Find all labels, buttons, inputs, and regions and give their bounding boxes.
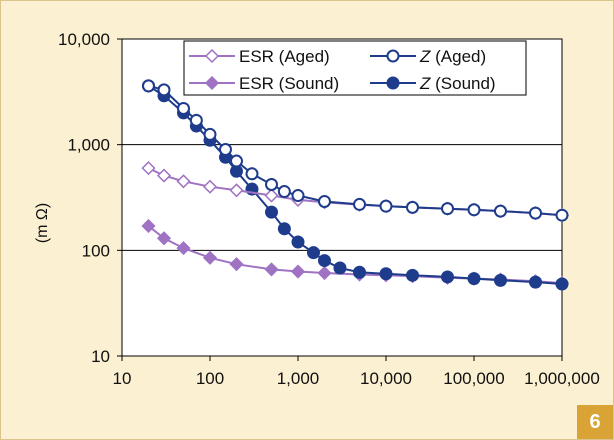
data-point: [203, 127, 217, 141]
data-point: [405, 200, 419, 214]
data-point: [218, 143, 232, 157]
data-point: [189, 113, 203, 127]
y-axis-label: (m Ω): [34, 203, 51, 243]
data-point: [333, 261, 347, 275]
data-point: [353, 197, 367, 211]
data-point: [493, 204, 507, 218]
data-point: [264, 262, 279, 277]
data-point: [290, 264, 306, 279]
data-point: [555, 208, 569, 222]
legend-item: Z (Sound): [370, 74, 496, 93]
data-point: [141, 79, 155, 93]
data-point: [555, 277, 569, 291]
data-point: [229, 154, 243, 168]
data-point: [379, 267, 393, 281]
data-point: [156, 231, 172, 246]
data-point: [317, 194, 331, 208]
legend-label: ESR (Aged): [239, 47, 330, 66]
data-point: [277, 222, 291, 236]
x-tick-label: 100: [196, 369, 224, 388]
legend-swatch-marker: [204, 75, 220, 91]
data-point: [202, 250, 218, 265]
data-point: [317, 265, 332, 281]
series-line: [147, 85, 563, 285]
data-point: [202, 179, 218, 194]
legend-item: ESR (Aged): [189, 47, 330, 66]
data-point: [353, 265, 367, 279]
figure-number-badge: 6: [577, 405, 613, 439]
legend-label: Z (Sound): [419, 74, 496, 93]
data-point: [529, 275, 543, 289]
data-point: [157, 83, 171, 97]
legend-swatch-marker: [386, 49, 400, 63]
data-point: [141, 218, 156, 234]
x-tick-label: 1,000,000: [524, 369, 600, 388]
data-point: [467, 203, 481, 217]
data-point: [441, 202, 455, 216]
data-point: [493, 273, 507, 287]
legend-box: [183, 40, 527, 96]
data-point: [245, 167, 259, 181]
legend-item: ESR (Sound): [189, 74, 339, 93]
legend-swatch-marker: [204, 48, 220, 64]
legend: ESR (Aged) Z (Aged) ESR (Sound) Z (Sound): [183, 40, 527, 96]
legend-label: Z (Aged): [419, 47, 486, 66]
data-point: [379, 199, 393, 213]
legend-swatch-marker: [386, 76, 400, 90]
data-point: [441, 270, 455, 284]
data-point: [176, 241, 191, 256]
data-point: [405, 268, 419, 282]
data-point: [229, 183, 244, 198]
data-point: [156, 168, 172, 183]
series-z-aged: [141, 79, 569, 222]
legend-item: Z (Aged): [370, 47, 486, 66]
x-tick-label: 100,000: [443, 369, 504, 388]
data-point: [306, 246, 320, 260]
data-point: [277, 185, 291, 199]
legend-label: ESR (Sound): [239, 74, 339, 93]
x-tick-label: 10,000: [360, 369, 412, 388]
data-point: [265, 205, 279, 219]
data-point: [529, 206, 543, 220]
y-tick-label: 100: [82, 241, 110, 260]
y-tick-label: 10,000: [58, 30, 110, 49]
x-tick-label: 10: [113, 369, 132, 388]
y-tick-label: 10: [91, 347, 110, 366]
data-point: [265, 177, 279, 191]
data-point: [291, 189, 305, 203]
data-point: [317, 254, 331, 268]
data-point: [467, 272, 481, 286]
data-point: [176, 174, 191, 189]
data-point: [141, 161, 156, 176]
data-point: [264, 188, 279, 203]
data-point: [229, 257, 244, 272]
y-tick-label: 1,000: [67, 136, 110, 155]
x-tick-label: 1,000: [277, 369, 320, 388]
data-point: [291, 235, 305, 249]
data-point: [177, 101, 191, 115]
